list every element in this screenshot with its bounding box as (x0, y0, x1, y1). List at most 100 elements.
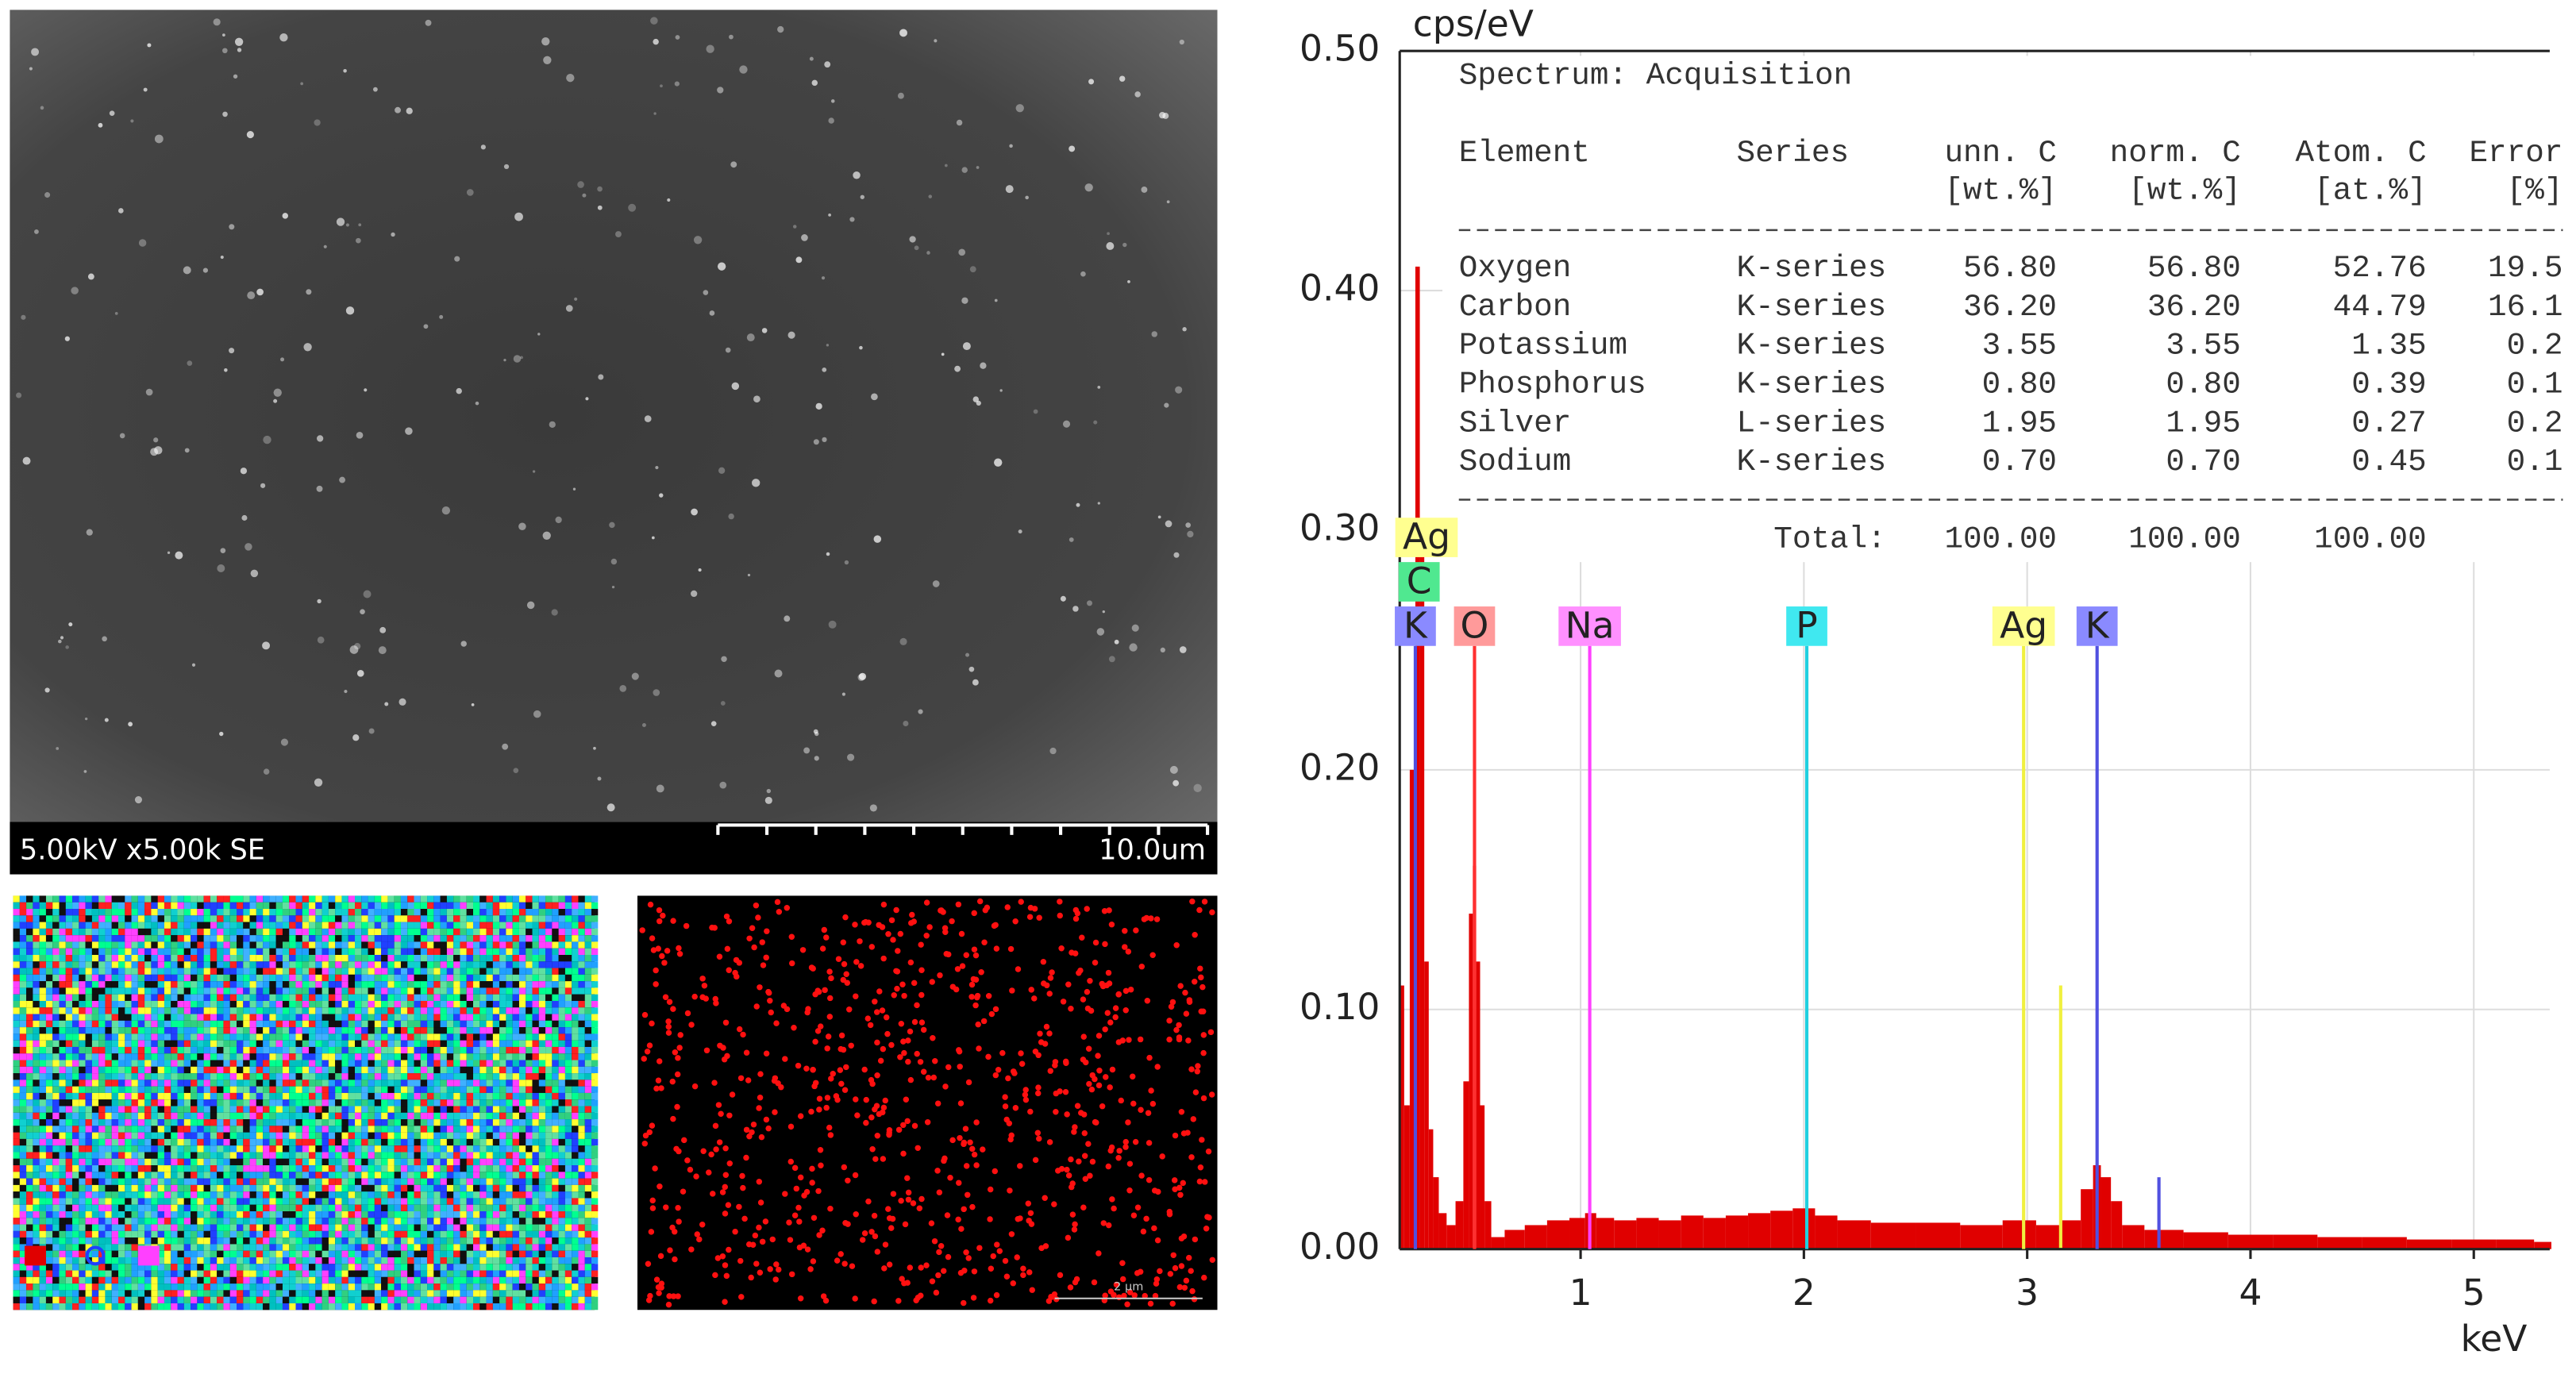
map-pixel (85, 1184, 92, 1192)
map-pixel (45, 1138, 53, 1146)
map-pixel (335, 1224, 342, 1231)
map-pixel (532, 1165, 539, 1172)
map-pixel (591, 935, 599, 942)
map-pixel (486, 1007, 493, 1014)
map-pixel (328, 1145, 336, 1153)
map-pixel (322, 961, 329, 968)
map-pixel (315, 1014, 322, 1021)
map-pixel (368, 1080, 375, 1087)
map-pixel (545, 1198, 553, 1205)
map-pixel (98, 1020, 106, 1028)
sem-particle (795, 256, 803, 264)
map-pixel (171, 902, 178, 910)
map-pixel (125, 1119, 132, 1126)
map-pixel (111, 1092, 119, 1100)
map-pixel (558, 1060, 565, 1067)
map-pixel (414, 1033, 421, 1041)
map-pixel (72, 1230, 79, 1238)
map-pixel (217, 1152, 224, 1159)
map-pixel (506, 941, 513, 949)
map-pixel (440, 1204, 447, 1212)
map-pixel (400, 1138, 408, 1146)
map-pixel (111, 1211, 119, 1218)
map-pixel (309, 1184, 316, 1192)
map-pixel (171, 1020, 178, 1028)
sem-particle (710, 721, 717, 726)
map-pixel (591, 1007, 599, 1014)
map-pixel (282, 1014, 290, 1021)
map-pixel (572, 1106, 579, 1113)
map-pixel (466, 1086, 474, 1093)
map-pixel (309, 1178, 316, 1185)
sem-particle (273, 388, 282, 397)
map-pixel (335, 961, 342, 968)
map-pixel (191, 1000, 198, 1008)
map-pixel (558, 1086, 565, 1093)
sem-particle (360, 609, 365, 614)
map-pixel (52, 928, 60, 936)
map-pixel (13, 1092, 20, 1100)
map-pixel (433, 1158, 441, 1166)
map-pixel (355, 1218, 362, 1225)
map-pixel (420, 1198, 428, 1205)
map-pixel (328, 1040, 336, 1047)
map-pixel (256, 1046, 264, 1054)
map-pixel (263, 1184, 270, 1192)
map-pixel (564, 935, 572, 942)
map-pixel (315, 1165, 322, 1172)
map-pixel (328, 1073, 336, 1080)
map-pixel (328, 1000, 336, 1008)
map-pixel (381, 1184, 388, 1192)
map-pixel (368, 1073, 375, 1080)
map-pixel (407, 1040, 414, 1047)
map-pixel (26, 1211, 33, 1218)
sem-particle (814, 731, 819, 737)
map-pixel (374, 961, 382, 968)
map-pixel (526, 1014, 533, 1021)
map-pixel (506, 1230, 513, 1238)
map-pixel (486, 1046, 493, 1054)
map-pixel (584, 922, 592, 929)
map-pixel (348, 909, 356, 916)
map-pixel (512, 909, 519, 916)
map-pixel (72, 1119, 79, 1126)
map-pixel (118, 1086, 125, 1093)
map-pixel (210, 1092, 218, 1100)
map-pixel (518, 948, 526, 956)
map-pixel (381, 1080, 388, 1087)
map-pixel (171, 1060, 178, 1067)
map-pixel (591, 1033, 599, 1041)
map-pixel (151, 1007, 158, 1014)
map-pixel (400, 1198, 408, 1205)
map-pixel (125, 1126, 132, 1133)
map-pixel (65, 941, 73, 949)
map-pixel (65, 1152, 73, 1159)
map-pixel (473, 1086, 480, 1093)
map-pixel (387, 1092, 395, 1100)
map-pixel (210, 994, 218, 1001)
map-pixel (151, 1033, 158, 1041)
map-pixel (348, 1080, 356, 1087)
map-pixel (177, 1191, 184, 1199)
map-pixel (552, 1230, 559, 1238)
map-pixel (309, 961, 316, 968)
map-pixel (433, 1145, 441, 1153)
map-pixel (335, 955, 342, 962)
map-pixel (33, 1126, 40, 1133)
map-pixel (263, 1165, 270, 1172)
map-pixel (65, 1165, 73, 1172)
map-pixel (558, 1172, 565, 1179)
map-pixel (440, 1000, 447, 1008)
map-pixel (19, 1230, 27, 1238)
map-pixel (275, 1040, 283, 1047)
map-pixel (118, 1218, 125, 1225)
map-pixel (486, 1230, 493, 1238)
map-pixel (98, 1126, 106, 1133)
map-pixel (171, 1184, 178, 1192)
map-pixel (39, 1224, 46, 1231)
map-pixel (578, 1066, 585, 1074)
map-pixel (269, 1046, 276, 1054)
map-pixel (335, 1007, 342, 1014)
map-pixel (552, 1086, 559, 1093)
map-pixel (532, 1204, 539, 1212)
